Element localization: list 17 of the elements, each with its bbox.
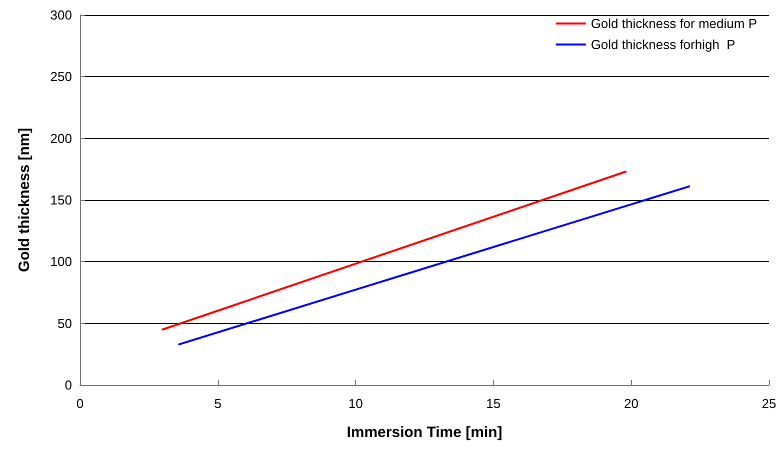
legend-label: Gold thickness for medium P	[590, 16, 758, 31]
x-tick-label: 0	[76, 396, 84, 411]
y-tick-label: 50	[58, 316, 72, 331]
y-tick-label: 100	[50, 254, 72, 270]
y-tick-label: 150	[50, 192, 72, 208]
x-tick-label: 5	[214, 396, 222, 411]
legend-label: Gold thickness forhigh P	[590, 37, 736, 52]
x-tick-label: 25	[762, 396, 776, 411]
x-tick-label: 15	[486, 396, 501, 411]
y-tick-label: 0	[64, 378, 72, 392]
x-tick-label: 10	[348, 396, 363, 411]
y-tick-label: 200	[50, 130, 72, 146]
x-axis-title: Immersion Time [min]	[346, 424, 502, 441]
y-tick-label: 300	[50, 8, 72, 22]
y-tick-label: 250	[50, 69, 72, 84]
x-tick-label: 20	[624, 396, 638, 411]
y-axis-title: Gold thickness [nm]	[16, 128, 33, 272]
